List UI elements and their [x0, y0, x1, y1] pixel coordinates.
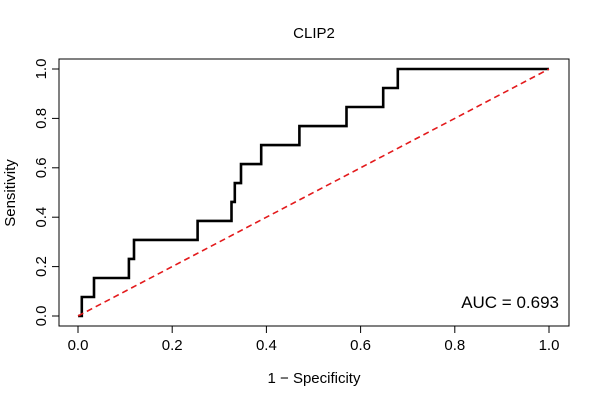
y-tick-label: 0.8 — [33, 108, 50, 129]
y-tick-label: 0.4 — [33, 207, 50, 228]
y-tick-label: 0.2 — [33, 256, 50, 277]
y-axis-label: Sensitivity — [2, 159, 19, 227]
x-tick-label: 0.2 — [162, 337, 183, 354]
x-tick-label: 1.0 — [539, 337, 560, 354]
x-tick-label: 0.4 — [256, 337, 277, 354]
x-axis: 0.0 0.2 0.4 0.6 0.8 1.0 — [68, 325, 560, 354]
x-tick-label: 0.0 — [68, 337, 89, 354]
x-tick-label: 0.8 — [444, 337, 465, 354]
y-tick-label: 0.6 — [33, 157, 50, 178]
roc-curve-line — [78, 67, 549, 318]
y-axis: 0.0 0.2 0.4 0.6 0.8 1.0 — [33, 59, 60, 327]
y-tick-label: 0.0 — [33, 306, 50, 327]
x-tick-label: 0.6 — [350, 337, 371, 354]
auc-annotation: AUC = 0.693 — [461, 293, 559, 312]
series-layer — [77, 67, 550, 318]
x-axis-label: 1 − Specificity — [268, 370, 361, 387]
chart-title: CLIP2 — [293, 25, 335, 42]
chance-diagonal-line — [77, 68, 550, 317]
y-tick-label: 1.0 — [33, 59, 50, 80]
